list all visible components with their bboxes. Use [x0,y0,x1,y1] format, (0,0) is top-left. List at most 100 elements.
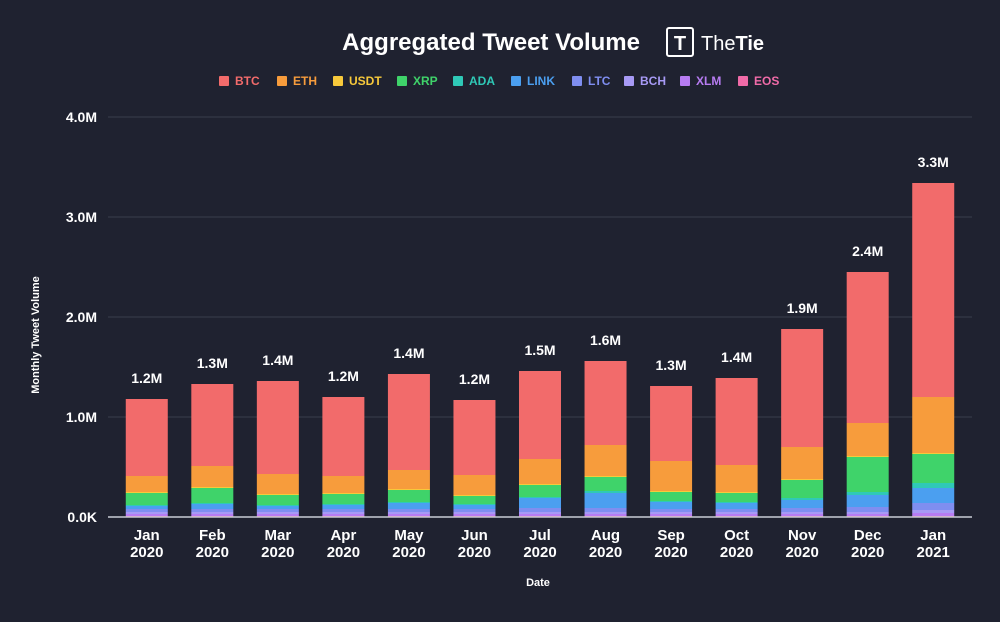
bar-stack[interactable] [715,378,758,517]
bar-segment-ltc[interactable] [322,509,365,512]
bar-segment-ltc[interactable] [519,508,561,512]
bar-segment-ltc[interactable] [650,509,693,512]
legend-item-link[interactable]: LINK [511,74,555,88]
bar-segment-ada[interactable] [912,483,955,488]
bar-segment-xrp[interactable] [256,495,299,505]
bar-segment-xrp[interactable] [453,496,496,504]
bar-stack[interactable] [191,384,234,517]
bar-segment-btc[interactable] [256,381,299,474]
bar-segment-xlm[interactable] [650,514,693,516]
bar-segment-ada[interactable] [191,503,234,504]
bar-segment-ada[interactable] [650,501,693,502]
bar-segment-btc[interactable] [387,374,430,470]
bar-segment-xrp[interactable] [912,454,955,483]
bar-stack[interactable] [650,386,693,517]
bar-segment-eth[interactable] [519,459,561,484]
bar-segment-bch[interactable] [715,512,758,514]
legend-item-xlm[interactable]: XLM [680,74,721,88]
bar-segment-link[interactable] [322,505,365,509]
bar-segment-btc[interactable] [781,329,824,447]
bar-segment-ada[interactable] [715,502,758,503]
bar-segment-xlm[interactable] [584,514,627,516]
bar-segment-ltc[interactable] [846,507,889,512]
bar-segment-ltc[interactable] [125,509,168,512]
bar-segment-eth[interactable] [191,466,234,487]
bar-segment-usdt[interactable] [584,476,627,477]
bar-segment-xlm[interactable] [387,514,430,516]
bar-segment-xlm[interactable] [322,514,365,516]
bar-segment-ada[interactable] [781,498,824,500]
bar-segment-link[interactable] [256,506,299,509]
bar-stack[interactable] [125,399,168,517]
bar-segment-eth[interactable] [387,470,430,489]
bar-segment-eth[interactable] [256,474,299,494]
bar-segment-xlm[interactable] [715,514,758,516]
bar-segment-xrp[interactable] [846,457,889,492]
bar-segment-xrp[interactable] [191,488,234,503]
bar-segment-ltc[interactable] [191,509,234,512]
bar-segment-ada[interactable] [584,491,627,493]
bar-segment-ada[interactable] [322,504,365,505]
bar-stack[interactable] [912,183,955,517]
bar-segment-xlm[interactable] [191,514,234,516]
bar-segment-xlm[interactable] [912,513,955,516]
bar-segment-usdt[interactable] [453,495,496,496]
bar-segment-usdt[interactable] [191,487,234,488]
bar-segment-xrp[interactable] [322,494,365,504]
bar-segment-bch[interactable] [387,512,430,514]
bar-segment-xlm[interactable] [781,514,824,516]
bar-stack[interactable] [256,381,299,517]
bar-segment-btc[interactable] [650,386,693,461]
bar-segment-btc[interactable] [453,400,496,475]
bar-segment-bch[interactable] [453,512,496,514]
bar-segment-link[interactable] [519,498,561,508]
bar-segment-usdt[interactable] [650,491,693,492]
bar-segment-bch[interactable] [912,510,955,513]
bar-segment-link[interactable] [125,506,168,509]
bar-segment-xrp[interactable] [125,493,168,505]
legend-item-btc[interactable]: BTC [219,74,260,88]
legend-item-bch[interactable]: BCH [624,74,666,88]
bar-segment-eth[interactable] [125,476,168,492]
bar-segment-bch[interactable] [846,512,889,514]
bar-segment-usdt[interactable] [256,494,299,495]
bar-segment-ltc[interactable] [912,503,955,510]
bar-segment-ltc[interactable] [387,509,430,512]
bar-segment-link[interactable] [912,488,955,503]
bar-segment-btc[interactable] [519,371,561,459]
bar-stack[interactable] [453,400,496,517]
bar-segment-eth[interactable] [846,423,889,456]
bar-segment-bch[interactable] [519,512,561,514]
bar-segment-eth[interactable] [912,397,955,453]
bar-segment-usdt[interactable] [519,484,561,485]
bar-segment-bch[interactable] [584,512,627,514]
bar-segment-xlm[interactable] [125,514,168,516]
bar-segment-xrp[interactable] [650,492,693,501]
bar-segment-btc[interactable] [912,183,955,397]
bar-segment-link[interactable] [453,505,496,509]
bar-segment-ltc[interactable] [453,509,496,512]
legend-item-xrp[interactable]: XRP [397,74,438,88]
bar-segment-bch[interactable] [125,512,168,514]
bar-segment-link[interactable] [650,502,693,509]
bar-segment-usdt[interactable] [387,489,430,490]
bar-segment-bch[interactable] [650,512,693,514]
bar-segment-link[interactable] [584,493,627,508]
bar-stack[interactable] [519,371,561,517]
bar-segment-ada[interactable] [256,505,299,506]
bar-segment-bch[interactable] [256,512,299,514]
bar-segment-eth[interactable] [650,461,693,491]
bar-segment-btc[interactable] [125,399,168,476]
bar-segment-xrp[interactable] [781,480,824,498]
bar-segment-link[interactable] [781,500,824,508]
bar-segment-xlm[interactable] [519,514,561,516]
bar-segment-xlm[interactable] [256,514,299,516]
legend-item-ltc[interactable]: LTC [572,74,611,88]
bar-segment-usdt[interactable] [125,492,168,493]
bar-segment-usdt[interactable] [322,493,365,494]
bar-segment-usdt[interactable] [781,479,824,480]
bar-segment-xrp[interactable] [387,490,430,502]
bar-segment-ltc[interactable] [715,509,758,512]
bar-segment-link[interactable] [387,503,430,509]
bar-segment-btc[interactable] [584,361,627,445]
